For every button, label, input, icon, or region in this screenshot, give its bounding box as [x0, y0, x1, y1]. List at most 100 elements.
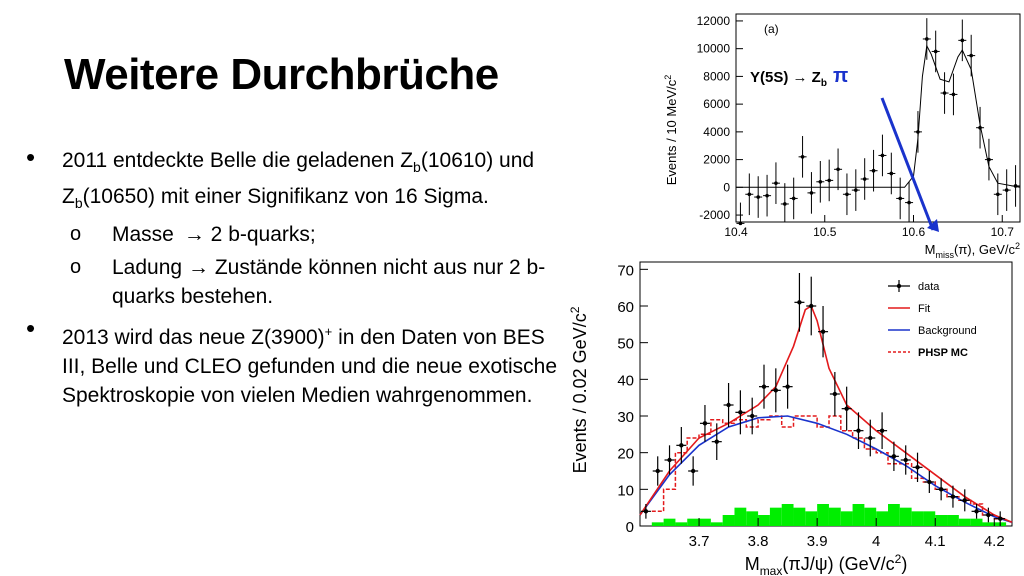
- bullet-text: in den Daten von BES III, Belle und CLEO…: [62, 326, 558, 408]
- x-tick-label: 3.7: [689, 533, 710, 550]
- phsp-green-bin: [817, 504, 829, 526]
- data-point: [809, 303, 814, 309]
- data-point: [749, 413, 755, 419]
- phsp-green-bin: [687, 518, 700, 526]
- data-point: [960, 38, 965, 43]
- chart-zb-mass-spectrum: 10.4 10.5 10.6 10.7 -2000 0 2000 4000 6000 8000 1…: [663, 13, 1021, 260]
- legend-swatch: [896, 283, 902, 289]
- data-point: [785, 384, 790, 389]
- fit-curve: [639, 304, 1013, 524]
- data-point: [969, 53, 973, 58]
- background-curve: [639, 415, 1013, 524]
- data-point: [951, 92, 956, 97]
- data-point: [643, 509, 649, 514]
- phsp-green-bin: [651, 522, 664, 526]
- phsp-green-bin: [781, 504, 794, 526]
- data-point: [927, 479, 932, 485]
- data-point: [809, 191, 814, 195]
- data-point: [854, 188, 858, 192]
- y-tick-label: 8000: [703, 69, 730, 83]
- phsp-green-bin: [769, 507, 782, 526]
- plot-frame: [735, 13, 1021, 223]
- phsp-green-bin: [828, 507, 841, 526]
- phsp-green-bin: [899, 507, 912, 526]
- data-point: [915, 465, 920, 470]
- data-point: [856, 428, 861, 433]
- y-axis-label: Events / 0.02 GeV/c2: [568, 306, 590, 473]
- phsp-green-bin: [710, 522, 723, 526]
- chart-z3900-mass-spectrum: 3.7 3.8 3.9 4 4.1 4.2 0 10 20 30 40 50 60 70 data Fit B…: [568, 261, 1013, 576]
- phsp-green-bin: [699, 518, 711, 526]
- phsp-green-bin: [675, 522, 688, 526]
- phsp-green-bin: [911, 511, 924, 526]
- data-point: [747, 192, 752, 197]
- phsp-green-bin: [852, 504, 865, 526]
- data-point: [942, 91, 947, 95]
- x-tick-label: 10.6: [902, 225, 926, 239]
- phsp-green-bin: [864, 507, 877, 526]
- x-tick-label: 10.7: [991, 225, 1015, 239]
- data-point: [997, 516, 1003, 521]
- legend-label: Background: [918, 325, 977, 337]
- sub-bullet-symbol: o: [70, 256, 82, 279]
- data-point: [879, 428, 885, 433]
- data-point: [756, 195, 760, 199]
- phsp-green-bin: [734, 507, 747, 526]
- bullet-item-belle: • 2011 entdeckte Belle die geladenen Zb(…: [24, 143, 564, 218]
- sub-bullet-text: → Zustände können nicht aus nur 2 b-quar…: [112, 256, 546, 309]
- data-point: [667, 457, 672, 463]
- data-point: [996, 192, 1000, 197]
- data-point: [889, 171, 894, 176]
- sub-bullet-text: → 2 b-quarks;: [183, 223, 316, 247]
- data-point: [797, 300, 802, 305]
- phsp-green-bin: [722, 515, 735, 526]
- data-point: [714, 439, 719, 444]
- phsp-green-bin: [970, 518, 983, 526]
- x-tick-label: 10.5: [813, 225, 837, 239]
- data-point: [845, 192, 849, 197]
- data-point: [773, 388, 779, 393]
- data-point: [903, 457, 908, 463]
- panel-label: (a): [764, 22, 779, 36]
- data-point: [891, 454, 897, 459]
- y-tick-label: 0: [626, 519, 634, 536]
- bullet-symbol: •: [26, 313, 36, 344]
- data-point: [765, 193, 769, 198]
- data-point: [925, 37, 929, 41]
- x-tick-label: 4.2: [984, 533, 1005, 550]
- slide-title: Weitere Durchbrüche: [64, 50, 499, 99]
- data-point: [862, 177, 867, 181]
- data-point: [679, 443, 684, 448]
- y-tick-label: 6000: [703, 97, 730, 111]
- sub-bullet-charge: o Ladung → Zustände können nicht aus nur …: [24, 253, 564, 311]
- y-tick-label: 2000: [703, 153, 730, 167]
- data-point: [950, 494, 956, 499]
- plot-frame: [639, 261, 1013, 527]
- y-tick-label: 0: [723, 180, 730, 194]
- phsp-green-bin: [947, 515, 959, 526]
- sub-bullet-symbol: o: [70, 223, 82, 246]
- data-point: [827, 178, 831, 183]
- phsp-mc-histogram: [651, 415, 1007, 520]
- data-point: [844, 406, 849, 411]
- fit-line: [736, 44, 1021, 188]
- phsp-green-bin: [793, 507, 806, 526]
- sub-bullet-label: Masse: [112, 223, 174, 247]
- data-point: [800, 155, 805, 159]
- x-axis-label: Mmiss(π), GeV/c2: [925, 241, 1020, 260]
- legend-label: Fit: [918, 303, 930, 315]
- legend-label: data: [918, 281, 940, 293]
- bullet-text: 2013 wird das neue Z(3900): [62, 326, 325, 350]
- data-point: [836, 167, 840, 172]
- bullet-text: (10650) mit einer Signifikanz von 16 Sig…: [82, 185, 489, 209]
- phsp-green-bin: [758, 515, 770, 526]
- phsp-green-bin: [958, 518, 971, 526]
- x-axis-label: Mmax(πJ/ψ) (GeV/c2): [745, 552, 908, 576]
- x-tick-label: 3.9: [807, 533, 828, 550]
- y-tick-label: 30: [617, 409, 634, 426]
- data-point: [702, 421, 708, 426]
- data-point: [907, 200, 911, 205]
- subscript: b: [413, 159, 421, 176]
- data-point: [818, 179, 823, 184]
- phsp-green-bin: [663, 518, 676, 526]
